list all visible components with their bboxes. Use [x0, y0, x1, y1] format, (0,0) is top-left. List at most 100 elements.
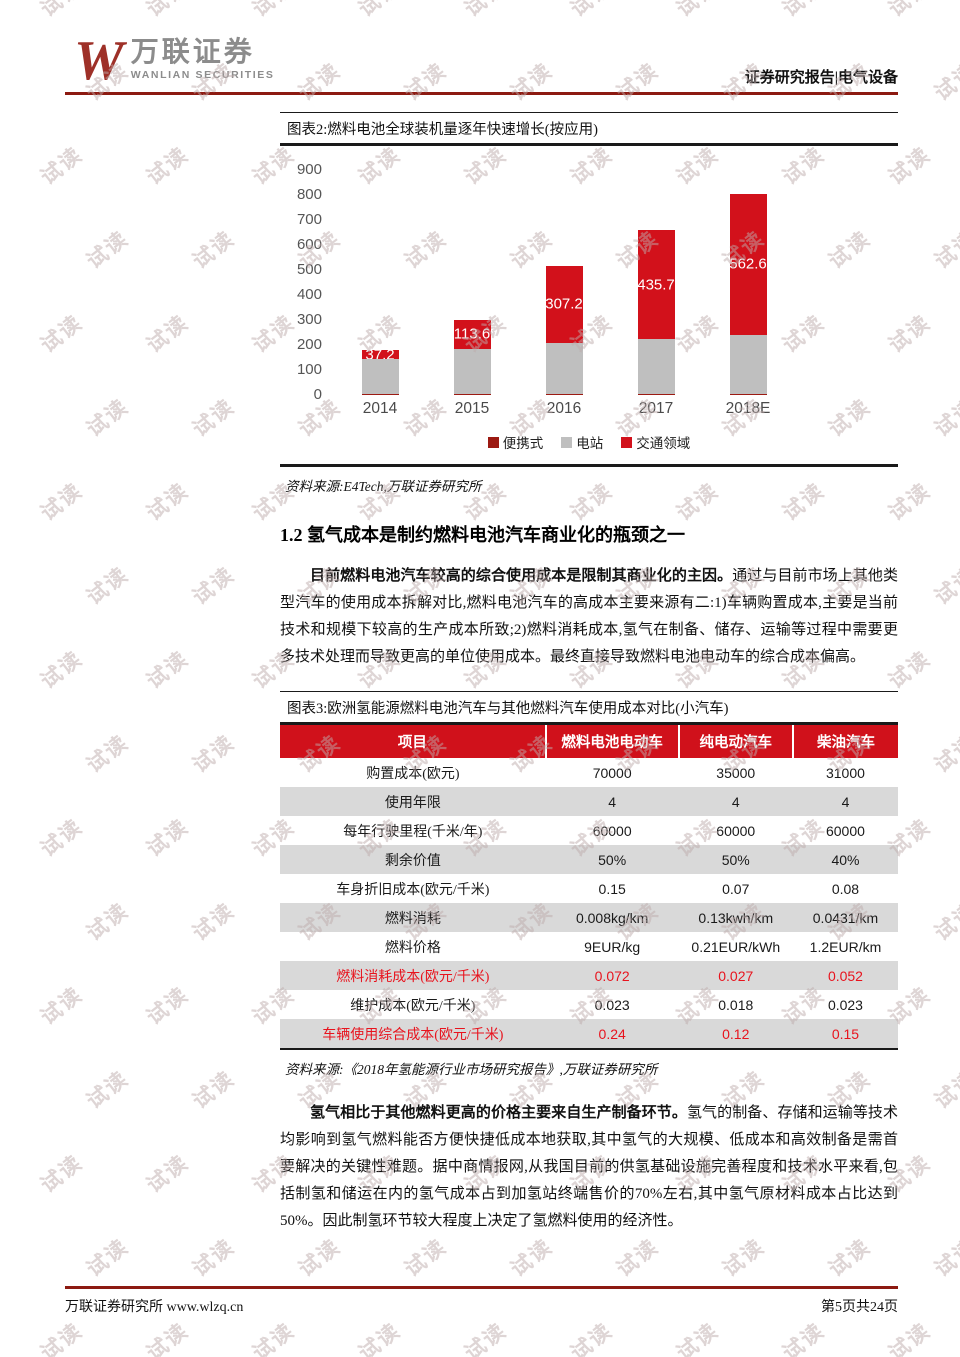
bar-value-label: 113.6 [453, 325, 491, 343]
paragraph-2-lead: 氢气相比于其他燃料更高的价格主要来自生产制备环节。 [310, 1105, 687, 1121]
watermark-text: 试读 [142, 982, 194, 1030]
row-value-cell: 0.027 [678, 961, 793, 990]
table-row: 每年行驶里程(千米/年) 60000 60000 60000 [280, 816, 898, 845]
paragraph-1-lead: 目前燃料电池汽车较高的综合使用成本是限制其商业化的主因。 [310, 568, 733, 584]
watermark-text: 试读 [82, 1234, 134, 1282]
y-tick-label: 100 [296, 361, 322, 378]
legend-label: 电站 [576, 436, 604, 451]
watermark-text: 试读 [82, 898, 134, 946]
legend-label: 交通领域 [636, 436, 691, 451]
x-tick-label: 2014 [362, 400, 398, 417]
row-value-cell: 0.023 [827, 996, 863, 1013]
row-value-cell: 0.12 [678, 1019, 793, 1048]
bar-segment-2: 307.2 [545, 265, 583, 343]
table-header-cell: 纯电动汽车 [677, 725, 793, 758]
watermark-text: 试读 [188, 394, 240, 442]
bar-segment-0 [729, 393, 767, 395]
watermark-text: 试读 [930, 1234, 960, 1282]
y-tick-label: 600 [296, 236, 322, 253]
section-heading: 1.2 氢气成本是制约燃料电池汽车商业化的瓶颈之一 [280, 525, 685, 545]
row-value-cell: 0.15 [598, 880, 626, 897]
row-label-cell: 燃料消耗 [280, 903, 546, 932]
row-value-cell: 0.21EUR/kWh [691, 938, 781, 955]
watermark-text: 试读 [930, 898, 960, 946]
watermark-text: 试读 [718, 1234, 770, 1282]
logo-chinese-name: 万联证券 [130, 36, 255, 67]
watermark-text: 试读 [142, 814, 194, 862]
row-value-cell: 0.08 [831, 880, 860, 897]
row-value-cell: 0.24 [545, 1019, 679, 1048]
watermark-text: 试读 [140, 0, 195, 23]
row-value-cell: 35000 [716, 764, 756, 781]
watermark-text: 试读 [36, 646, 88, 694]
bar-segment-0 [545, 394, 583, 395]
table-row: 车身折旧成本(欧元/千米) 0.15 0.07 0.08 [280, 874, 898, 903]
y-tick-label: 900 [296, 161, 322, 178]
figure2-block: 图表2:燃料电池全球装机量逐年快速增长(按应用) 0 100 200 300 400 50… [280, 112, 898, 467]
watermark-text: 试读 [400, 58, 452, 106]
x-tick-label: 2015 [454, 400, 490, 417]
footer-institute: 万联证券研究所 www.wlzq.cn [65, 1300, 244, 1315]
watermark-text: 试读 [82, 730, 134, 778]
figure2-source: 资料来源:E4Tech,万联证券研究所 [285, 479, 482, 494]
table-header-cell: 项目 [280, 725, 546, 758]
watermark-text: 试读 [930, 730, 960, 778]
watermark-text: 试读 [142, 478, 194, 526]
logo-w-mark: W [74, 30, 124, 92]
watermark-text: 试读 [36, 814, 88, 862]
row-value-cell: 60000 [716, 822, 756, 839]
watermark-text: 试读 [246, 0, 301, 23]
paragraph-2-body: 氢气的制备、存储和运输等技术均影响到氢气燃料能否方便快捷低成本地获取,其中氢气的… [280, 1105, 898, 1229]
bar-segment-1 [729, 334, 767, 394]
paragraph-2: 氢气相比于其他燃料更高的价格主要来自生产制备环节。氢气的制备、存储和运输等技术均… [280, 1100, 898, 1235]
cost-comparison-table: 项目 燃料电池电动车 纯电动汽车 柴油汽车 购置成本(欧元) 70000 35000 310… [280, 725, 898, 1048]
table-header: 项目 燃料电池电动车 纯电动汽车 柴油汽车 [280, 725, 898, 758]
row-value-cell: 9EUR/kg [584, 938, 641, 955]
watermark-text: 试读 [248, 1318, 300, 1357]
watermark-text: 试读 [882, 0, 937, 23]
y-tick-label: 800 [296, 186, 322, 203]
table-row: 燃料消耗成本(欧元/千米) 0.072 0.027 0.052 [280, 961, 898, 990]
watermark-text: 试读 [506, 58, 558, 106]
table-row: 车辆使用综合成本(欧元/千米) 0.24 0.12 0.15 [280, 1019, 898, 1048]
table-row: 燃料消耗 0.008kg/km 0.13kwh/km 0.0431/km [280, 903, 898, 932]
row-label-cell: 每年行驶里程(千米/年) [343, 824, 483, 840]
watermark-text: 试读 [612, 1234, 664, 1282]
y-tick-label: 300 [296, 311, 322, 328]
header-rule [65, 92, 898, 95]
figure2-bottom-rule [280, 464, 898, 467]
row-value-cell: 60000 [825, 822, 865, 839]
bar-value-label: 37.2 [365, 346, 395, 364]
legend-label: 便携式 [502, 436, 544, 451]
watermark-text: 试读 [142, 310, 194, 358]
watermark-text: 试读 [670, 0, 725, 23]
row-label-cell: 使用年限 [280, 787, 546, 816]
watermark-text: 试读 [142, 142, 194, 190]
bar-value-label: 307.2 [545, 295, 583, 313]
figure3-source: 资料来源:《2018年氢能源行业市场研究报告》,万联证券研究所 [285, 1062, 658, 1077]
row-value-cell: 0.0431/km [792, 903, 898, 932]
row-label-cell: 燃料价格 [384, 940, 441, 956]
watermark-text: 试读 [36, 1318, 88, 1357]
row-value-cell: 0.15 [792, 1019, 898, 1048]
table-row: 维护成本(欧元/千米) 0.023 0.018 0.023 [280, 990, 898, 1019]
bar-segment-2: 562.6 [729, 193, 767, 335]
figure3-bottom-rule [280, 1048, 898, 1050]
content-column: 图表2:燃料电池全球装机量逐年快速增长(按应用) 0 100 200 300 400 50… [280, 112, 898, 1235]
row-label-cell: 车身折旧成本(欧元/千米) [336, 882, 490, 898]
legend-swatch [487, 436, 499, 448]
x-tick-label: 2018E [725, 400, 771, 417]
legend-swatch [621, 436, 633, 448]
row-label-cell: 燃料消耗成本(欧元/千米) [280, 961, 546, 990]
y-tick-label: 500 [296, 261, 322, 278]
row-value-cell: 31000 [825, 764, 865, 781]
watermark-text: 试读 [930, 394, 960, 442]
bar-segment-1 [361, 359, 399, 395]
bar-segment-2: 37.2 [361, 346, 399, 363]
row-label-cell: 剩余价值 [280, 845, 546, 874]
chart-x-axis: 2014 2015 2016 2017 2018E [334, 395, 898, 418]
watermark-text: 试读 [400, 1234, 452, 1282]
watermark-text: 试读 [142, 646, 194, 694]
row-value-cell: 4 [545, 787, 679, 816]
watermark-text: 试读 [930, 226, 960, 274]
